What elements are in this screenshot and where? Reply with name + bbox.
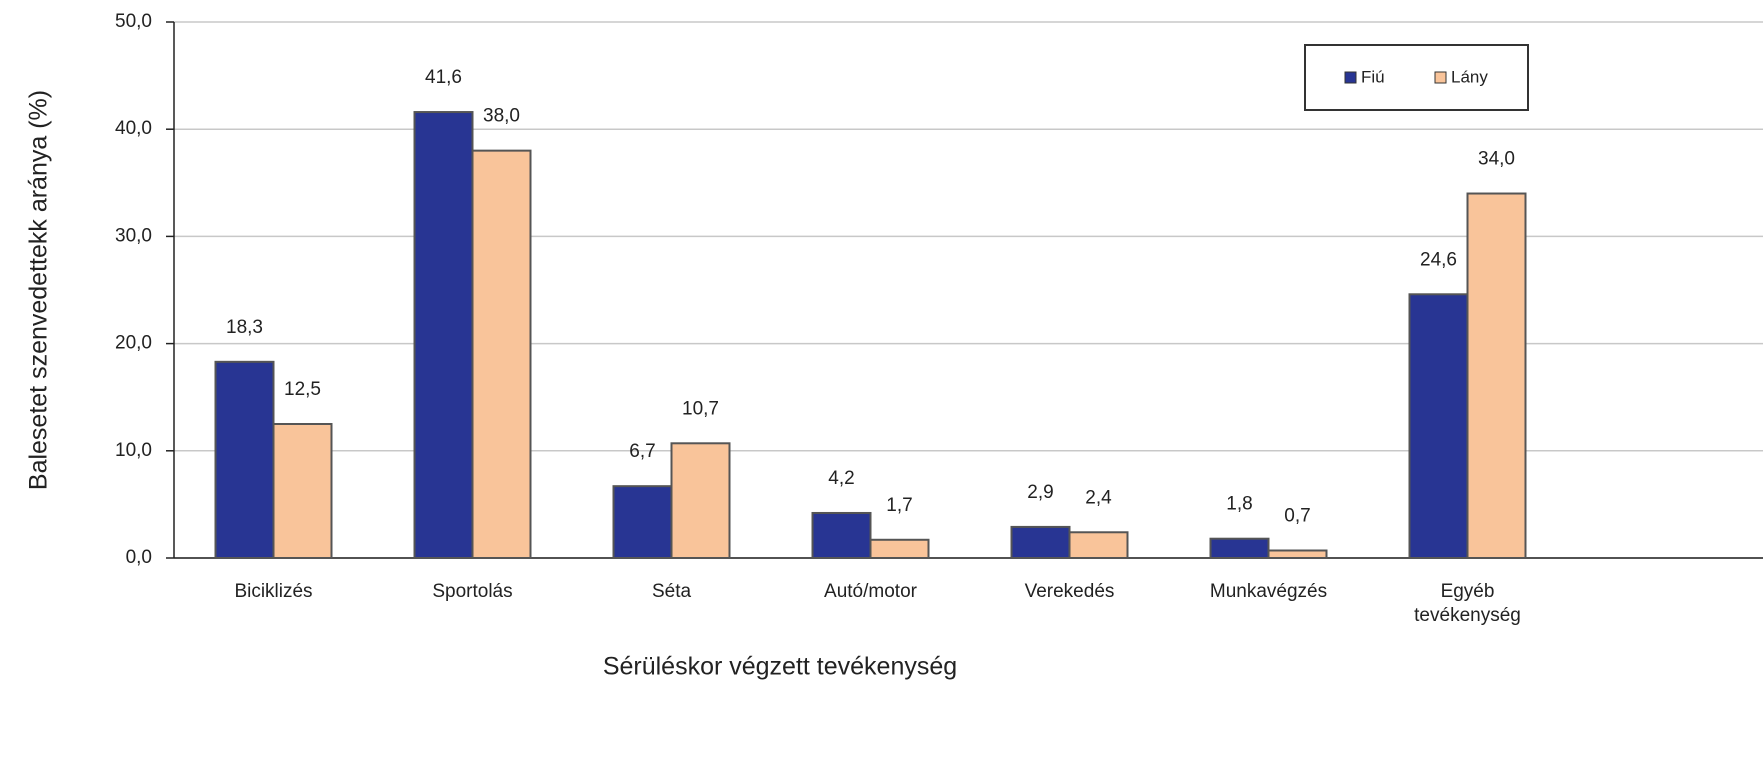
x-tick-label: Munkavégzés: [1209, 581, 1328, 602]
bar: [1068, 531, 1129, 559]
y-tick-label: 0,0: [126, 547, 152, 568]
x-tick-label: Biciklizés: [234, 581, 313, 602]
data-label: 38,0: [483, 106, 520, 127]
x-tick-label: Séta: [651, 581, 692, 602]
data-label: 1,8: [1226, 494, 1252, 515]
data-label: 1,7: [886, 495, 912, 516]
data-label: 18,3: [226, 317, 263, 338]
bar: [869, 538, 930, 560]
legend-swatch: [1434, 71, 1447, 84]
data-label: 12,5: [284, 379, 321, 400]
bar: [272, 423, 333, 559]
y-tick-label: 40,0: [115, 118, 152, 139]
bar: [1408, 293, 1469, 559]
data-label: 24,6: [1420, 249, 1457, 270]
y-tick-label: 10,0: [115, 440, 152, 461]
legend-label: Fiú: [1361, 67, 1385, 86]
x-tick-label: Autó/motor: [824, 581, 917, 602]
y-tick-label: 50,0: [115, 11, 152, 32]
data-label: 2,9: [1027, 482, 1053, 503]
y-axis-title: Balesetet szenvedettekk aránya (%): [25, 90, 53, 490]
bar: [1466, 192, 1527, 560]
bar: [413, 111, 474, 559]
data-label: 0,7: [1284, 506, 1310, 527]
x-tick-label: Sportolás: [432, 581, 513, 602]
x-tick-label: Verekedés: [1024, 581, 1115, 602]
bar: [214, 360, 275, 559]
data-label: 10,7: [682, 398, 719, 419]
bar: [670, 442, 731, 559]
legend-box: [1304, 44, 1529, 111]
data-label: 2,4: [1085, 487, 1112, 508]
x-tick-label: Egyéb tevékenység: [1414, 581, 1521, 626]
bar: [471, 149, 532, 559]
data-label: 6,7: [629, 441, 655, 462]
bar: [1010, 525, 1071, 559]
data-label: 4,2: [828, 468, 854, 489]
x-axis-title: Sérüléskor végzett tevékenység: [603, 653, 957, 681]
data-label: 41,6: [425, 67, 462, 88]
bar: [1267, 549, 1328, 559]
bar: [1209, 537, 1270, 559]
data-label: 34,0: [1478, 149, 1515, 170]
bar: [811, 511, 872, 560]
legend-swatch: [1344, 71, 1357, 84]
y-tick-label: 30,0: [115, 225, 152, 246]
bar: [612, 485, 673, 559]
y-tick-label: 20,0: [115, 333, 152, 354]
legend-label: Lány: [1451, 67, 1488, 86]
